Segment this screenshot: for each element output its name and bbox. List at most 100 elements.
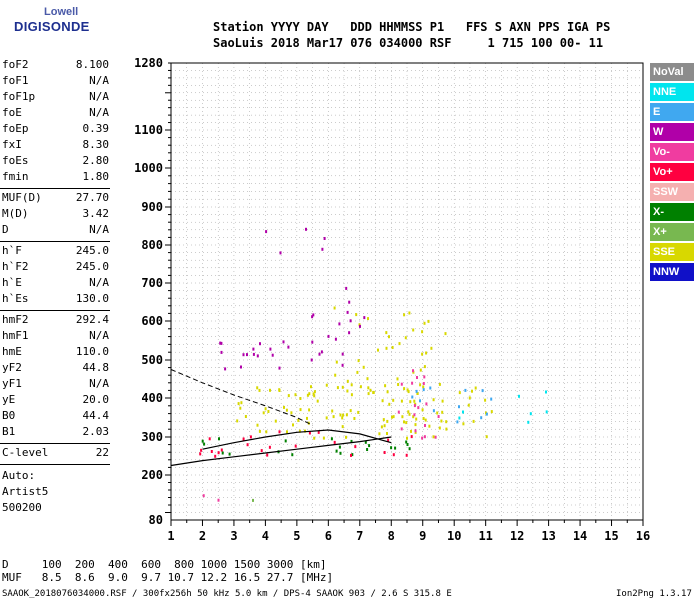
echo-point — [391, 346, 394, 349]
echo-point — [392, 398, 395, 402]
echo-point — [345, 413, 348, 417]
param-name: yE — [2, 393, 16, 406]
echo-point — [474, 386, 477, 390]
echo-point — [354, 445, 357, 449]
y-tick-label: 400 — [141, 391, 163, 405]
param-row: hmF2 292.4 — [2, 313, 109, 329]
param-name: h`F2 — [2, 260, 29, 273]
param-value: 0.39 — [82, 122, 110, 135]
echo-point — [458, 416, 461, 420]
echo-point — [350, 393, 353, 397]
echo-point — [424, 418, 427, 422]
param-value: 2.80 — [82, 154, 110, 167]
param-name: M(D) — [2, 207, 29, 220]
echo-point — [346, 389, 349, 393]
echo-point — [391, 415, 393, 419]
param-row: h`Es 130.0 — [2, 292, 109, 308]
legend-item-x-: X- — [650, 203, 694, 221]
muf-row: MUF 8.5 8.6 9.0 9.7 10.7 12.2 16.5 27.7 … — [2, 571, 334, 584]
echo-point — [445, 420, 448, 424]
echo-point — [462, 422, 465, 426]
x-tick-label: 4 — [262, 529, 269, 543]
param-row: fmin 1.80 — [2, 170, 109, 186]
echo-point — [421, 436, 424, 440]
echo-point — [219, 341, 222, 345]
param-row: h`F 245.0 — [2, 244, 109, 260]
echo-point — [357, 410, 360, 414]
echo-point — [462, 410, 464, 414]
param-row: MUF(D) 27.70 — [2, 191, 109, 207]
echo-point — [220, 350, 223, 354]
y-tick-label: 1000 — [134, 161, 163, 175]
echo-point — [468, 396, 471, 400]
echo-point — [410, 435, 413, 439]
echo-point — [258, 388, 261, 392]
x-tick-label: 15 — [604, 529, 618, 543]
param-value: N/A — [89, 276, 109, 289]
x-tick-label: 8 — [388, 529, 395, 543]
echo-point — [545, 390, 547, 394]
echo-point — [388, 335, 390, 339]
echo-point — [269, 388, 271, 392]
echo-point — [350, 439, 353, 443]
echo-point — [338, 445, 341, 449]
echo-point — [323, 237, 326, 240]
echo-point — [350, 453, 352, 457]
echo-point — [366, 377, 369, 381]
param-value: N/A — [89, 329, 109, 342]
echo-point — [385, 346, 388, 350]
echo-point — [387, 438, 390, 442]
echo-point — [367, 386, 370, 390]
logo-name: DIGISONDE — [14, 19, 90, 34]
echo-point — [438, 426, 441, 430]
echo-point — [400, 382, 403, 386]
echo-point — [396, 377, 399, 381]
echo-point — [432, 398, 435, 402]
x-tick-label: 12 — [510, 529, 524, 543]
echo-point — [471, 389, 473, 393]
echo-point — [287, 345, 290, 349]
echo-point — [404, 336, 407, 340]
echo-point — [256, 423, 259, 427]
param-value: 245.0 — [75, 244, 109, 257]
param-name: foF1p — [2, 90, 36, 103]
header-row-1: Station YYYY DAY DDD HHMMSS P1 FFS S AXN… — [213, 20, 611, 34]
echo-point — [405, 421, 408, 425]
echo-point — [394, 446, 397, 450]
echo-point — [331, 409, 334, 413]
echo-point — [269, 347, 272, 351]
echo-point — [367, 317, 369, 321]
echo-point — [279, 251, 282, 255]
echo-point — [249, 435, 252, 439]
echo-point — [362, 365, 365, 369]
auto-info-line: Artist5 — [2, 485, 49, 498]
legend-item-vo-: Vo+ — [650, 163, 694, 181]
param-row: foF1 N/A — [2, 74, 109, 90]
echo-point — [383, 451, 386, 454]
echo-point — [308, 408, 311, 412]
echo-point — [408, 412, 411, 416]
x-tick-label: 13 — [541, 529, 555, 543]
echo-point — [284, 439, 287, 443]
echo-point — [392, 453, 395, 457]
echo-point — [244, 415, 247, 418]
y-tick-label: 800 — [141, 238, 163, 252]
param-row: foEs 2.80 — [2, 154, 109, 170]
echo-point — [421, 408, 424, 412]
echo-point — [440, 419, 443, 423]
auto-info-line: Auto: — [2, 469, 36, 482]
echo-point — [310, 385, 312, 389]
echo-point — [422, 388, 425, 392]
echo-point — [529, 412, 532, 416]
param-separator — [0, 443, 110, 444]
param-row: foE N/A — [2, 106, 109, 122]
echo-point — [382, 418, 385, 422]
echo-point — [406, 388, 409, 392]
echo-point — [403, 313, 406, 317]
x-tick-label: 3 — [230, 529, 237, 543]
echo-point — [490, 410, 493, 414]
echo-point — [438, 382, 441, 386]
echo-point — [318, 352, 321, 356]
echo-point — [441, 399, 444, 403]
echo-point — [262, 411, 265, 415]
